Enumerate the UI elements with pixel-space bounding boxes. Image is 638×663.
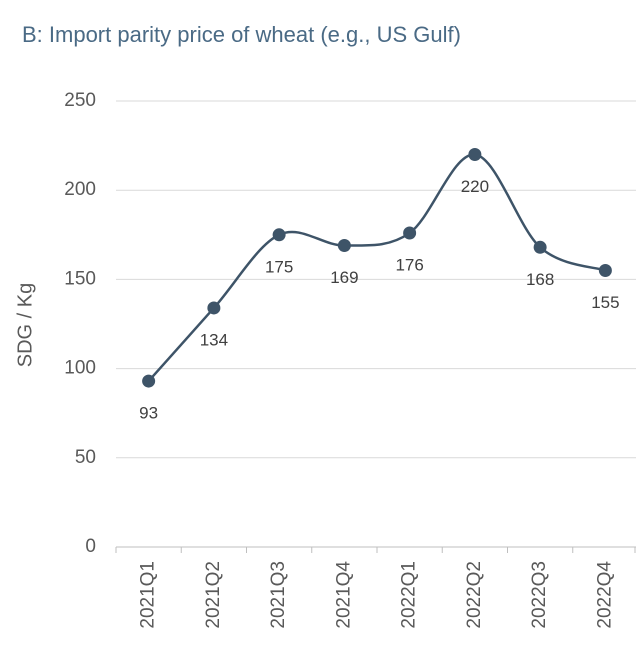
y-axis-label: SDG / Kg <box>14 283 36 367</box>
x-tick-label: 2021Q2 <box>203 561 224 629</box>
x-tick-label: 2021Q3 <box>268 561 289 629</box>
data-label: 134 <box>200 330 228 349</box>
data-label: 175 <box>265 257 293 276</box>
x-tick-label: 2022Q3 <box>529 561 550 629</box>
chart-title: B: Import parity price of wheat (e.g., U… <box>22 22 461 47</box>
y-tick-label: 100 <box>64 358 96 379</box>
data-label: 176 <box>395 256 423 275</box>
marker <box>598 263 612 277</box>
line <box>147 153 606 382</box>
data-label: 220 <box>461 177 489 196</box>
x-tick-label: 2021Q4 <box>333 561 354 629</box>
marker <box>468 148 482 162</box>
marker <box>142 374 156 388</box>
y-tick-label: 150 <box>64 268 96 289</box>
data-label: 155 <box>591 293 619 312</box>
marker <box>403 226 417 240</box>
marker <box>207 301 221 315</box>
data-label: 168 <box>526 270 554 289</box>
data-label: 169 <box>330 268 358 287</box>
y-tick-label: 200 <box>64 179 96 200</box>
x-tick-label: 2022Q4 <box>594 561 615 629</box>
marker <box>272 228 286 242</box>
y-tick-label: 250 <box>64 90 96 111</box>
y-tick-label: 50 <box>75 447 96 468</box>
y-tick-label: 0 <box>85 536 96 557</box>
marker <box>533 240 547 254</box>
x-tick-label: 2022Q1 <box>399 561 420 629</box>
x-tick-label: 2021Q1 <box>138 561 159 629</box>
x-tick-label: 2022Q2 <box>464 561 485 629</box>
marker <box>337 239 351 253</box>
data-label: 93 <box>139 404 158 423</box>
